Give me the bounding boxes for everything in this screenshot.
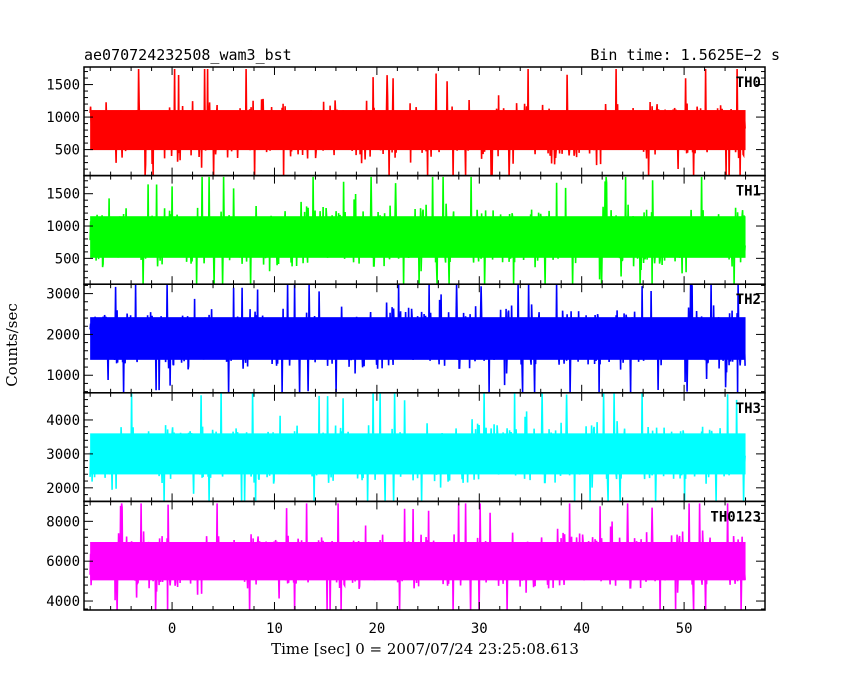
y-tick-label: 4000 xyxy=(46,594,80,610)
bin-time-label: Bin time: 1.5625E−2 s xyxy=(590,46,780,64)
panel-th0123: 4000 6000 8000 TH0123 xyxy=(46,500,766,611)
x-tick-label: 0 xyxy=(168,621,176,637)
x-tick-label: 40 xyxy=(573,621,590,637)
panel-th0: 500 1000 1500 TH0 xyxy=(46,66,766,177)
y-tick-label: 1500 xyxy=(46,78,80,94)
y-tick-label: 3000 xyxy=(46,447,80,463)
y-tick-label: 1000 xyxy=(46,110,80,126)
series-core-th0123 xyxy=(90,542,746,581)
panel-label: TH2 xyxy=(736,292,761,308)
x-axis-label: Time [sec] 0 = 2007/07/24 23:25:08.613 xyxy=(271,640,579,658)
x-tick-label: 30 xyxy=(471,621,488,637)
y-tick-label: 2000 xyxy=(46,481,80,497)
panel-th1: 500 1000 1500 TH1 xyxy=(46,174,766,285)
panel-stack: 500 1000 1500 TH0 500 1000 1500 TH1 1000 2000 3000… xyxy=(46,66,766,611)
panel-frame xyxy=(83,500,766,611)
chart-title: ae070724232508_wam3_bst xyxy=(84,46,292,64)
panel-th2: 1000 2000 3000 TH2 xyxy=(46,283,766,394)
y-tick-label: 1000 xyxy=(46,219,80,235)
panel-label: TH3 xyxy=(736,401,761,417)
y-tick-label: 1000 xyxy=(46,368,80,384)
y-tick-label: 8000 xyxy=(46,514,80,530)
y-tick-label: 3000 xyxy=(46,287,80,303)
y-tick-label: 500 xyxy=(55,251,80,267)
panel-label: TH0 xyxy=(736,75,761,91)
series-core-th2 xyxy=(90,317,746,360)
panel-label: TH1 xyxy=(736,184,761,200)
y-axis-label: Counts/sec xyxy=(3,303,21,387)
panel-label: TH0123 xyxy=(710,509,761,525)
y-tick-label: 6000 xyxy=(46,554,80,570)
series-core-th3 xyxy=(90,433,746,475)
x-axis: 0 10 20 30 40 50 xyxy=(168,621,693,637)
series-core-th1 xyxy=(90,216,746,258)
panel-th3: 2000 3000 4000 TH3 xyxy=(46,392,766,503)
y-tick-label: 4000 xyxy=(46,413,80,429)
y-tick-label: 2000 xyxy=(46,327,80,343)
x-tick-label: 10 xyxy=(266,621,283,637)
y-tick-label: 500 xyxy=(55,143,80,159)
x-tick-label: 20 xyxy=(368,621,385,637)
x-tick-label: 50 xyxy=(676,621,693,637)
series-core-th0 xyxy=(90,110,746,151)
y-tick-label: 1500 xyxy=(46,187,80,203)
